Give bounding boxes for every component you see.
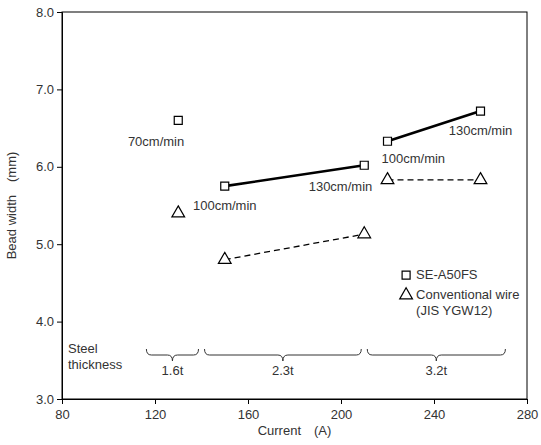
data-point (218, 252, 231, 263)
data-point (358, 227, 371, 238)
x-tick-mark (155, 399, 156, 404)
annotations: 70cm/min100cm/min130cm/min100cm/min130cm… (128, 123, 512, 213)
x-tick-label: 280 (517, 407, 539, 422)
x-tick-label: 80 (55, 407, 69, 422)
legend-marker (400, 288, 413, 299)
group-brace (146, 349, 198, 361)
x-tick: 120 (145, 399, 167, 422)
group-brace (205, 349, 362, 361)
thickness-groups: Steelthickness 1.6t 2.3t 3.2t (68, 341, 505, 378)
y-tick: 7.0 (36, 82, 62, 97)
data-point (174, 116, 182, 124)
x-axis-line (63, 400, 528, 405)
y-tick-label: 3.0 (36, 392, 54, 407)
group-label: 3.2t (425, 363, 447, 378)
x-tick: 80 (55, 399, 69, 422)
x-tick-label: 160 (238, 407, 260, 422)
plot-frame (62, 12, 527, 399)
group-label: 1.6t (162, 363, 184, 378)
speed-label: 100cm/min (193, 198, 257, 213)
x-tick-mark (434, 399, 435, 404)
legend-marker (402, 271, 410, 279)
chart: 80 120 160 200 240 280 3.0 4.0 5.0 6.0 7.0 8.0 70cm/… (0, 0, 541, 445)
y-tick: 5.0 (36, 237, 62, 252)
legend-label: Conventional wire(JIS YGW12) (416, 287, 519, 318)
x-tick-label: 120 (145, 407, 167, 422)
x-tick-mark (248, 399, 249, 404)
x-tick-label: 240 (424, 407, 446, 422)
plot: 80 120 160 200 240 280 3.0 4.0 5.0 6.0 7.0 8.0 70cm/… (36, 5, 538, 422)
x-tick: 280 (517, 399, 539, 422)
legend: SE-A50FS Conventional wire(JIS YGW12) (400, 267, 520, 318)
y-tick-label: 4.0 (36, 314, 54, 329)
data-point (474, 173, 487, 184)
y-tick-label: 7.0 (36, 82, 54, 97)
x-tick-mark (527, 399, 528, 404)
data-point (221, 182, 229, 190)
speed-label: 130cm/min (309, 179, 373, 194)
group-title: Steelthickness (68, 341, 123, 372)
speed-label: 130cm/min (449, 123, 513, 138)
x-tick: 240 (424, 399, 446, 422)
y-tick-mark (57, 12, 62, 13)
y-tick-mark (57, 322, 62, 323)
data-point (381, 173, 394, 184)
series-line (178, 180, 480, 260)
y-tick: 3.0 (36, 392, 62, 407)
data-point (384, 137, 392, 145)
y-tick: 8.0 (36, 5, 62, 20)
x-tick: 160 (238, 399, 260, 422)
x-axis: 80 120 160 200 240 280 (55, 399, 538, 422)
speed-label: 100cm/min (382, 151, 446, 166)
y-tick-label: 6.0 (36, 159, 54, 174)
y-tick-mark (57, 89, 62, 90)
y-tick-mark (57, 399, 62, 400)
y-tick-mark (57, 244, 62, 245)
y-tick-mark (57, 167, 62, 168)
group-brace (367, 349, 505, 361)
y-axis-title: Bead width (mm) (4, 152, 19, 260)
speed-label: 70cm/min (128, 134, 184, 149)
y-tick-label: 8.0 (36, 5, 54, 20)
group-label: 2.3t (272, 363, 294, 378)
y-tick: 6.0 (36, 159, 62, 174)
x-tick-label: 200 (331, 407, 353, 422)
legend-label: SE-A50FS (416, 267, 478, 282)
data-point (477, 107, 485, 115)
x-tick-mark (341, 399, 342, 404)
x-tick: 200 (331, 399, 353, 422)
data-point (360, 161, 368, 169)
x-axis-title: Current (A) (258, 423, 332, 438)
y-tick-label: 5.0 (36, 237, 54, 252)
y-tick: 4.0 (36, 314, 62, 329)
y-axis-line (57, 13, 63, 400)
y-axis: 3.0 4.0 5.0 6.0 7.0 8.0 (36, 5, 63, 407)
data-point (172, 206, 185, 217)
marks (172, 107, 487, 263)
series-line (178, 111, 480, 186)
